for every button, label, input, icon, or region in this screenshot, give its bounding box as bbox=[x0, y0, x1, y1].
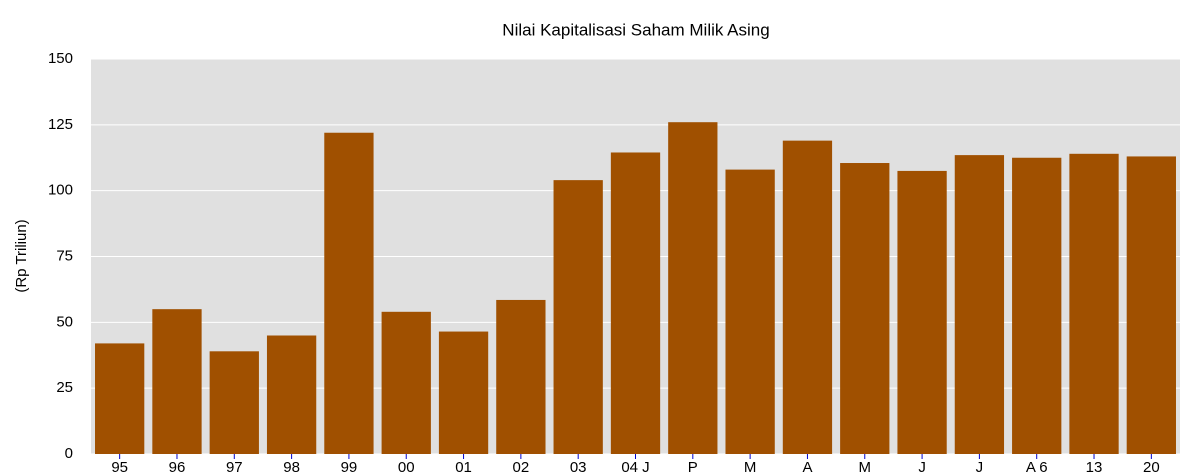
bar bbox=[95, 343, 145, 454]
bar bbox=[782, 140, 833, 454]
x-tick-label: 00 bbox=[398, 459, 415, 476]
x-tick-label: 04 J bbox=[621, 459, 649, 476]
x-tick-label: 20 bbox=[1143, 459, 1160, 476]
bar bbox=[954, 155, 1005, 454]
y-tick-label: 0 bbox=[65, 445, 73, 462]
x-tick-label: 01 bbox=[455, 459, 472, 476]
bar bbox=[897, 170, 947, 454]
bar bbox=[324, 132, 374, 454]
x-tick-label: A 6 bbox=[1026, 459, 1048, 476]
y-tick-label: 150 bbox=[48, 50, 73, 67]
bar bbox=[1126, 156, 1176, 454]
bar bbox=[209, 351, 259, 454]
bar bbox=[152, 309, 202, 454]
chart-title: Nilai Kapitalisasi Saham Milik Asing bbox=[502, 20, 769, 39]
x-tick-label: 99 bbox=[341, 459, 358, 476]
x-tick-label: A bbox=[802, 459, 812, 476]
x-tick-label: J bbox=[918, 459, 926, 476]
bar bbox=[438, 331, 489, 454]
y-tick-label: 75 bbox=[56, 247, 73, 264]
bar bbox=[266, 335, 317, 454]
bar bbox=[1012, 157, 1062, 454]
bar bbox=[1069, 153, 1119, 455]
x-tick-label: 03 bbox=[570, 459, 587, 476]
x-tick-label: 97 bbox=[226, 459, 243, 476]
bar bbox=[668, 122, 718, 454]
bar bbox=[496, 299, 546, 454]
x-tick-label: 96 bbox=[169, 459, 186, 476]
bar bbox=[610, 152, 661, 454]
x-tick-label: 95 bbox=[111, 459, 128, 476]
x-tick-label: 13 bbox=[1086, 459, 1103, 476]
x-tick-label: 02 bbox=[513, 459, 530, 476]
bar bbox=[381, 311, 431, 454]
x-tick-label: 98 bbox=[283, 459, 300, 476]
x-tick-label: M bbox=[744, 459, 757, 476]
y-axis-label: (Rp Triliun) bbox=[13, 219, 30, 292]
bar bbox=[553, 180, 603, 454]
x-tick-label: M bbox=[859, 459, 872, 476]
x-tick-label: J bbox=[976, 459, 984, 476]
y-tick-label: 25 bbox=[56, 379, 73, 396]
y-tick-label: 125 bbox=[48, 116, 73, 133]
x-tick-label: P bbox=[688, 459, 698, 476]
bar bbox=[840, 163, 890, 454]
y-tick-label: 50 bbox=[56, 313, 73, 330]
y-tick-label: 100 bbox=[48, 182, 73, 199]
bar bbox=[725, 169, 775, 454]
